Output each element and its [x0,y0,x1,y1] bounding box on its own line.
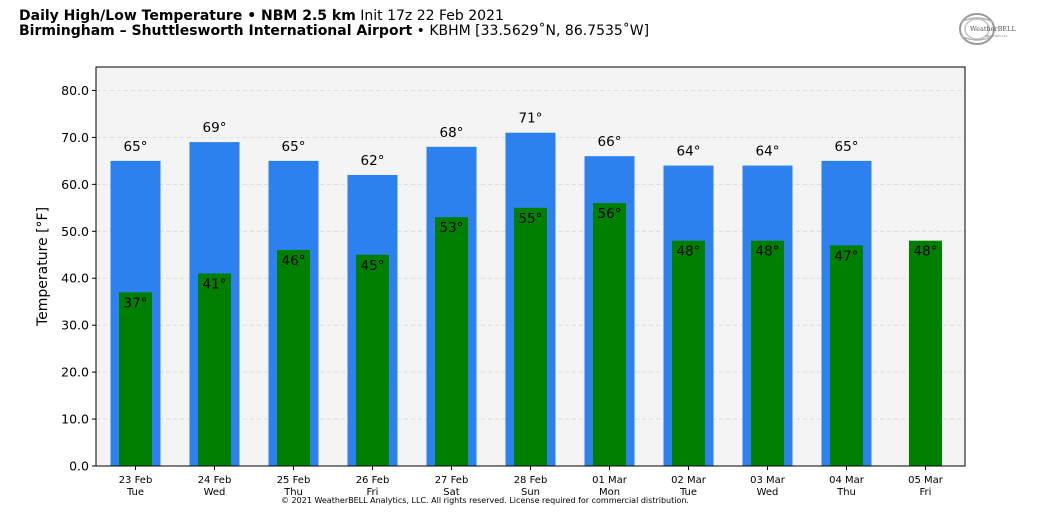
y-tick-label: 60.0 [61,177,89,192]
x-tick-label: 02 Mar [671,475,707,486]
x-tick-weekday-label: Fri [920,487,932,498]
low-temp-label: 45° [361,258,385,274]
y-tick-label: 70.0 [61,130,89,145]
chart-header: Daily High/Low Temperature • NBM 2.5 km … [19,9,649,39]
high-temp-label: 65° [835,139,859,155]
station-info: KBHM [33.5629˚N, 86.7535˚W] [429,23,650,39]
x-tick-label: 05 Mar [908,475,944,486]
high-temp-label: 66° [598,134,622,150]
low-temp-bar [672,240,705,466]
low-temp-bar [435,217,468,466]
copyright-notice: © 2021 WeatherBELL Analytics, LLC. All r… [281,496,689,505]
low-temp-label: 48° [677,244,701,260]
high-temp-label: 65° [282,139,306,155]
init-time: Init 17z 22 Feb 2021 [360,8,504,24]
x-tick-weekday-label: Wed [204,487,226,498]
location-name: Birmingham – Shuttlesworth International… [19,23,413,39]
low-temp-bar [593,203,626,467]
x-tick-label: 04 Mar [829,475,865,486]
logo-subtext: ANALYTICS LLC [985,34,1008,38]
x-tick-label: 23 Feb [119,475,153,486]
plot-frame [95,66,966,467]
low-temp-label: 48° [756,244,780,260]
x-tick-weekday-label: Thu [836,487,856,498]
x-tick-label: 03 Mar [750,475,786,486]
high-temp-label: 62° [361,153,385,169]
high-temp-label: 68° [440,125,464,141]
low-temp-label: 55° [519,211,543,227]
high-temp-label: 64° [677,144,701,160]
x-tick-weekday-label: Tue [126,487,144,498]
y-tick-label: 50.0 [61,224,89,239]
x-tick-weekday-label: Thu [283,487,303,498]
low-temp-bar [356,254,389,466]
axes: 0.0 10.0 20.0 30.0 40.0 50.0 60.0 70.0 80.0 Tempe… [35,83,944,498]
location-separator: • [412,23,430,39]
low-temp-bar [751,240,784,466]
x-tick-weekday-label: Fri [367,487,379,498]
y-tick-label: 10.0 [61,412,89,427]
low-temp-bar [198,273,231,466]
x-tick-label: 25 Feb [277,475,311,486]
low-temp-bar [119,292,152,466]
x-tick-weekday-label: Tue [679,487,697,498]
x-tick-weekday-label: Mon [599,487,620,498]
weatherbell-logo-icon: WeatherBELL ANALYTICS LLC [959,13,1016,45]
model-name: NBM 2.5 km [261,8,356,24]
y-tick-label: 0.0 [69,459,89,474]
low-temp-bar [277,250,310,466]
x-tick-label: 24 Feb [198,475,232,486]
x-tick-weekday-label: Sat [443,487,459,498]
high-temp-label: 64° [756,144,780,160]
high-temp-label: 65° [124,139,148,155]
low-temp-bar [514,207,547,466]
low-temp-label: 41° [203,277,227,293]
title-line-1: Daily High/Low Temperature • NBM 2.5 km … [19,9,649,24]
x-tick-label: 01 Mar [592,475,628,486]
bar-labels: 65° 69° 65° 62° 68° 71° 66° 64° 64° 65° 37° 41° 46° 4… [124,111,938,312]
low-temp-label: 56° [598,206,622,222]
x-tick-weekday-label: Sun [521,487,540,498]
logo-text: WeatherBELL [970,25,1016,33]
title-line-2: Birmingham – Shuttlesworth International… [19,24,649,39]
low-temp-label: 48° [914,244,938,260]
high-temp-label: 71° [519,111,543,127]
y-axis-label: Temperature [°F] [35,207,51,327]
y-tick-label: 20.0 [61,365,89,380]
low-temp-label: 37° [124,295,148,311]
bars [110,132,942,467]
x-tick-label: 28 Feb [514,475,548,486]
y-tick-label: 40.0 [61,271,89,286]
y-tick-label: 30.0 [61,318,89,333]
low-temp-bar [830,245,863,466]
x-tick-label: 27 Feb [435,475,469,486]
title-separator: • [242,8,262,24]
chart-title: Daily High/Low Temperature [19,8,243,24]
high-temp-label: 69° [203,120,227,136]
low-temp-bar [909,240,942,466]
low-temp-label: 47° [835,248,859,264]
low-temp-label: 53° [440,220,464,236]
x-tick-weekday-label: Wed [757,487,779,498]
y-tick-label: 80.0 [61,83,89,98]
low-temp-label: 46° [282,253,306,269]
x-tick-label: 26 Feb [356,475,390,486]
